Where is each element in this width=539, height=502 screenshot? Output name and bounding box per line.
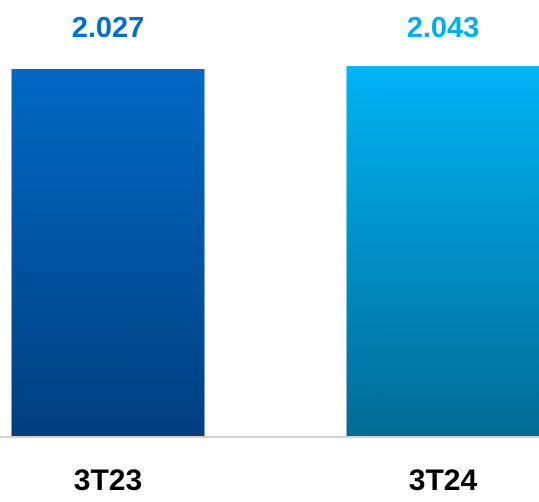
bar-value-label-3T23: 2.027 xyxy=(72,12,145,44)
bar-3T23 xyxy=(11,69,205,436)
bar-3T24 xyxy=(346,66,539,436)
category-label-3T24: 3T24 xyxy=(409,464,478,497)
bars xyxy=(11,66,539,436)
category-label-3T23: 3T23 xyxy=(74,464,142,497)
bar-value-label-3T24: 2.043 xyxy=(407,12,480,44)
labels: 2.027 2.043 3T23 3T24 xyxy=(72,12,480,497)
